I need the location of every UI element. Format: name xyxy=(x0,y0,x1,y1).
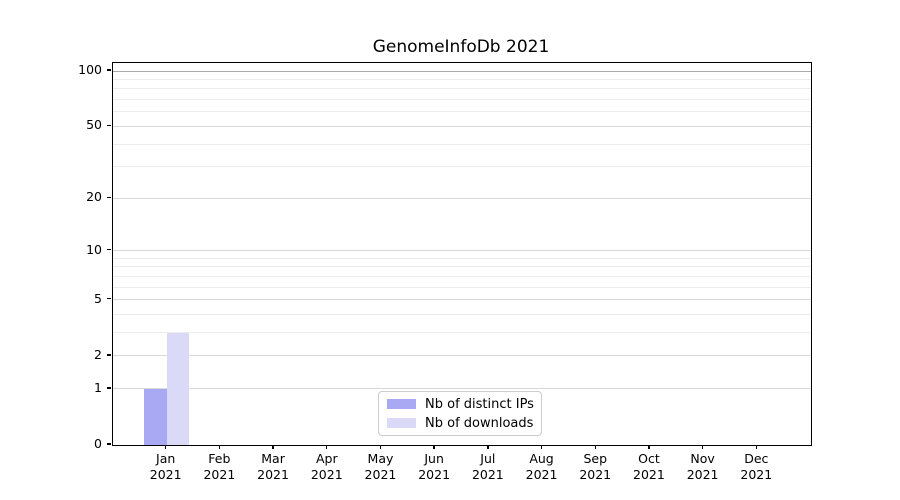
x-tick-year: 2021 xyxy=(418,467,451,482)
y-tick-mark xyxy=(107,354,111,356)
x-tick-label: Aug 2021 xyxy=(512,451,572,483)
x-tick-label: Jun 2021 xyxy=(404,451,464,483)
y-gridline-major xyxy=(113,299,811,301)
y-tick-mark xyxy=(107,387,111,389)
legend-label-distinct-ips: Nb of distinct IPs xyxy=(425,396,534,412)
x-tick-year: 2021 xyxy=(579,467,612,482)
y-tick-label: 2 xyxy=(94,346,102,362)
x-tick-mark xyxy=(326,445,328,450)
x-tick-mark xyxy=(164,445,167,450)
x-tick-mark xyxy=(648,445,650,450)
y-gridline-minor xyxy=(113,266,811,268)
legend-swatch-distinct-ips-icon xyxy=(387,399,416,409)
y-gridline-minor xyxy=(113,143,811,145)
x-tick-label: Feb 2021 xyxy=(189,451,249,483)
y-gridline-major xyxy=(113,197,811,199)
x-tick-month: Nov xyxy=(690,451,715,466)
y-gridline-minor xyxy=(113,78,811,80)
x-tick-year: 2021 xyxy=(686,467,719,482)
x-tick-year: 2021 xyxy=(364,467,397,482)
y-tick-label: 50 xyxy=(86,117,102,133)
y-gridline-minor xyxy=(113,275,811,277)
x-tick-label: Oct 2021 xyxy=(619,451,679,483)
y-tick-mark xyxy=(107,124,111,127)
y-tick-mark xyxy=(107,443,111,445)
x-tick-label: May 2021 xyxy=(350,451,410,483)
x-tick-month: Dec xyxy=(744,451,769,466)
x-tick-year: 2021 xyxy=(471,467,504,482)
bar-distinct-ips xyxy=(144,388,167,445)
x-tick-month: Oct xyxy=(638,451,660,466)
plot-area xyxy=(112,62,812,446)
x-tick-mark xyxy=(755,445,757,450)
x-tick-mark xyxy=(218,445,221,450)
y-tick-label: 5 xyxy=(94,290,102,306)
y-gridline-minor xyxy=(113,166,811,168)
y-gridline-major xyxy=(113,70,811,72)
y-tick-label: 0 xyxy=(94,436,102,451)
y-tick-mark xyxy=(107,248,111,251)
y-tick-label: 1 xyxy=(94,379,102,395)
y-tick-mark xyxy=(107,69,111,71)
legend-entry-distinct-ips: Nb of distinct IPs xyxy=(387,396,534,412)
y-gridline-major xyxy=(113,388,811,390)
legend-swatch-downloads-icon xyxy=(387,418,416,428)
y-gridline-major xyxy=(113,355,811,357)
x-tick-year: 2021 xyxy=(740,467,773,482)
x-tick-label: Dec 2021 xyxy=(726,451,786,483)
x-tick-month: Mar xyxy=(261,451,285,466)
legend-label-downloads: Nb of downloads xyxy=(425,415,534,431)
chart-title: GenomeInfoDb 2021 xyxy=(372,37,550,57)
x-tick-mark xyxy=(540,445,543,450)
x-tick-mark xyxy=(487,445,489,450)
x-tick-year: 2021 xyxy=(633,467,665,482)
x-tick-label: Jan 2021 xyxy=(136,451,196,483)
x-tick-month: Aug xyxy=(529,451,554,466)
legend-entry-downloads: Nb of downloads xyxy=(387,416,533,431)
y-tick-mark xyxy=(107,196,111,198)
y-gridline-minor xyxy=(113,99,811,101)
x-tick-mark xyxy=(379,445,382,450)
x-tick-mark xyxy=(701,445,704,450)
x-tick-month: Jul xyxy=(480,451,496,466)
x-tick-label: Jul 2021 xyxy=(458,451,518,483)
x-tick-month: Jan xyxy=(156,451,176,466)
y-gridline-minor xyxy=(113,286,811,288)
x-tick-mark xyxy=(272,445,274,450)
x-tick-label: Nov 2021 xyxy=(673,451,733,483)
y-gridline-minor xyxy=(113,257,811,259)
x-tick-year: 2021 xyxy=(203,467,236,482)
x-tick-month: Apr xyxy=(315,451,338,466)
x-tick-mark xyxy=(594,445,596,450)
bar-downloads xyxy=(166,332,190,445)
x-tick-month: May xyxy=(367,451,394,466)
x-tick-month: Feb xyxy=(208,451,231,466)
x-tick-month: Sep xyxy=(583,451,607,466)
y-gridline-minor xyxy=(113,88,811,90)
y-tick-label: 20 xyxy=(86,189,102,205)
y-tick-label: 10 xyxy=(86,241,102,257)
y-gridline-minor xyxy=(113,332,811,334)
x-tick-label: Sep 2021 xyxy=(565,451,625,483)
y-tick-label: 100 xyxy=(78,62,102,77)
y-tick-mark xyxy=(107,298,111,300)
y-gridline-major xyxy=(113,125,811,127)
x-tick-label: Apr 2021 xyxy=(297,451,357,483)
x-tick-label: Mar 2021 xyxy=(243,451,303,483)
y-gridline-minor xyxy=(113,111,811,113)
x-tick-month: Jun xyxy=(424,451,444,466)
x-tick-year: 2021 xyxy=(525,467,558,482)
x-tick-year: 2021 xyxy=(310,467,343,482)
x-tick-year: 2021 xyxy=(257,467,289,482)
x-tick-mark xyxy=(433,445,435,450)
legend: Nb of distinct IPs Nb of downloads xyxy=(378,391,542,436)
x-tick-year: 2021 xyxy=(149,467,182,482)
y-gridline-minor xyxy=(113,314,811,316)
y-gridline-major xyxy=(113,250,811,252)
